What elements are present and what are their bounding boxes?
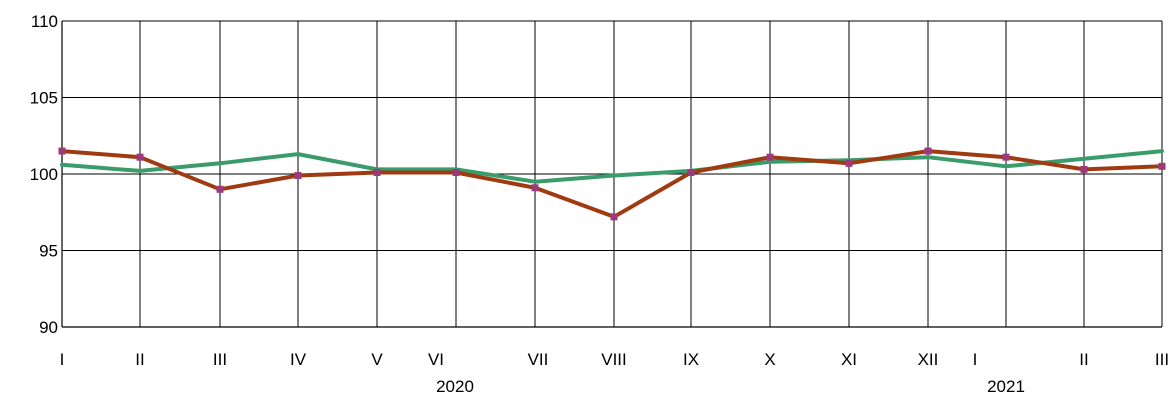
data-point xyxy=(766,153,774,161)
x-tick-label: XI xyxy=(841,350,857,369)
x-tick-label: VII xyxy=(528,350,549,369)
y-tick-label: 95 xyxy=(39,242,58,261)
x-tick-label: V xyxy=(371,350,383,369)
axes xyxy=(61,21,1162,328)
data-point xyxy=(924,147,932,155)
data-point xyxy=(845,159,853,167)
data-point xyxy=(136,153,144,161)
data-point xyxy=(1080,165,1088,173)
data-point xyxy=(1002,153,1010,161)
x-tick-label: VI xyxy=(428,350,444,369)
x-tick-label: I xyxy=(973,350,978,369)
y-tick-label: 110 xyxy=(31,12,58,31)
x-tick-label: XII xyxy=(918,350,939,369)
data-point xyxy=(452,168,460,176)
series-line-1 xyxy=(60,149,1164,184)
data-point xyxy=(216,185,224,193)
x-tick-label: IX xyxy=(683,350,699,369)
y-tick-label: 105 xyxy=(30,89,58,108)
y-tick-label: 90 xyxy=(39,318,58,337)
year-label: 2020 xyxy=(436,377,474,396)
year-label: 2021 xyxy=(987,377,1025,396)
x-tick-label: X xyxy=(764,350,775,369)
x-tick-label: III xyxy=(213,350,227,369)
x-tick-label: VIII xyxy=(601,350,627,369)
data-point xyxy=(1158,162,1166,170)
data-point xyxy=(610,213,618,221)
x-tick-label: II xyxy=(135,350,144,369)
data-point xyxy=(294,172,302,180)
y-tick-label: 100 xyxy=(30,165,58,184)
x-tick-label: I xyxy=(60,350,65,369)
series-layer xyxy=(58,147,1166,221)
data-point xyxy=(58,147,66,155)
data-point xyxy=(373,168,381,176)
data-point xyxy=(687,168,695,176)
x-tick-label: II xyxy=(1079,350,1088,369)
data-point xyxy=(531,184,539,192)
x-tick-label: IV xyxy=(290,350,307,369)
x-tick-label: III xyxy=(1155,350,1169,369)
